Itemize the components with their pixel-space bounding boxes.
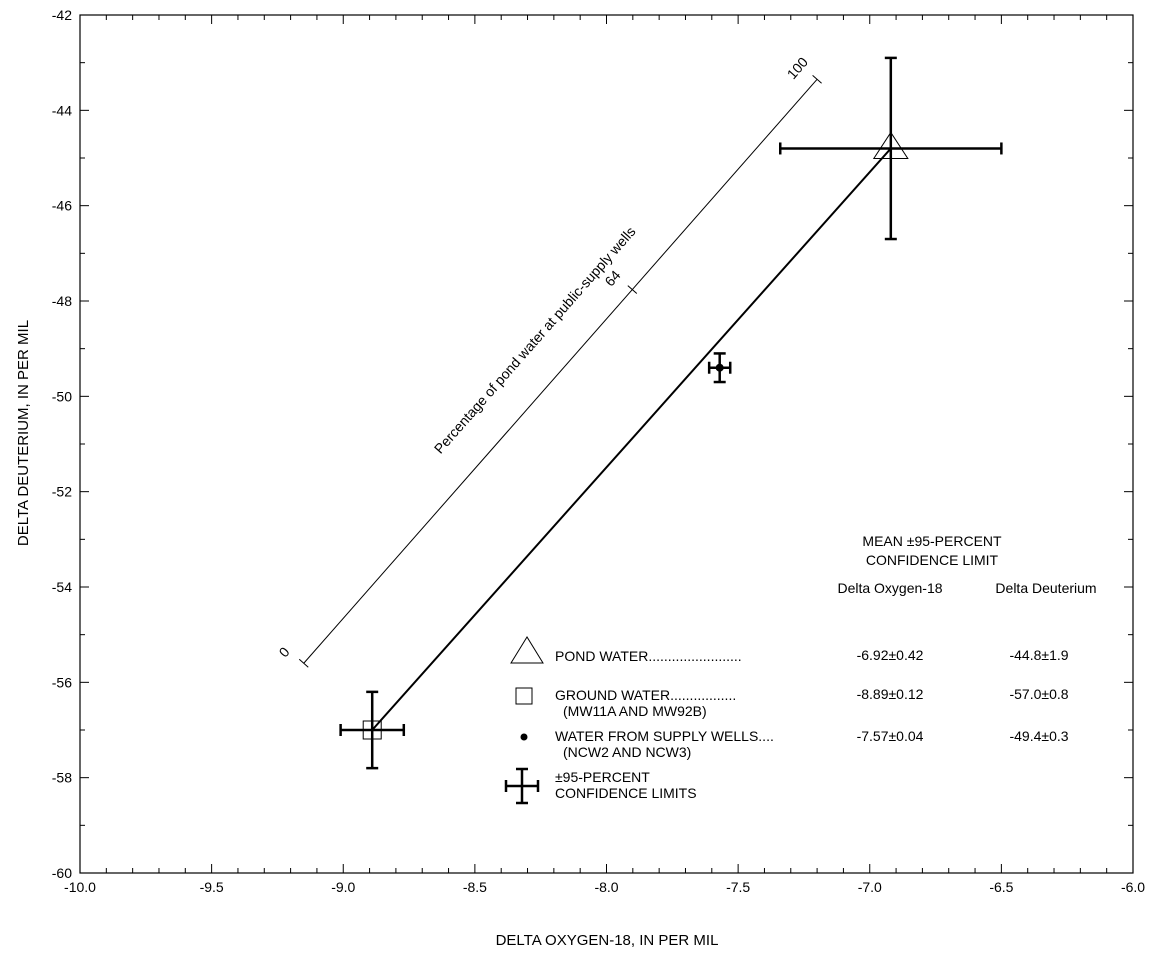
x-tick-label: -6.0 bbox=[1121, 879, 1145, 895]
y-tick-label: -44 bbox=[52, 102, 72, 118]
legend-supply-sub: (NCW2 AND NCW3) bbox=[563, 744, 691, 760]
percentage-scale-tick bbox=[627, 285, 638, 294]
legend-triangle-icon bbox=[510, 636, 544, 664]
y-tick-label: -42 bbox=[52, 7, 72, 23]
y-tick-label: -50 bbox=[52, 388, 72, 404]
legend-errorbar-line1: ±95-PERCENT bbox=[555, 769, 650, 785]
legend-col-o18: Delta Oxygen-18 bbox=[837, 580, 942, 596]
x-tick-label: -8.0 bbox=[594, 879, 618, 895]
percentage-scale-tick bbox=[298, 658, 309, 668]
legend: MEAN ±95-PERCENT CONFIDENCE LIMIT Delta … bbox=[504, 533, 1097, 805]
legend-supply-o18: -7.57±0.04 bbox=[857, 728, 924, 744]
supply-point bbox=[707, 352, 732, 384]
supply-marker-dot-icon bbox=[715, 363, 724, 372]
x-axis-title: DELTA OXYGEN-18, IN PER MIL bbox=[496, 932, 719, 949]
percentage-scale-mark-label: 100 bbox=[784, 54, 812, 82]
legend-header-line1: MEAN ±95-PERCENT bbox=[862, 533, 1002, 549]
axes: -10.0 -9.5 -9.0 -8.5 -8.0 -7.5 -7.0 -6.5 -6.0 -42… bbox=[52, 7, 1146, 895]
legend-supply-dd: -49.4±0.3 bbox=[1009, 728, 1068, 744]
pond-marker-triangle-icon bbox=[872, 131, 909, 159]
x-tick-label: -7.0 bbox=[858, 879, 882, 895]
x-tick-label: -8.5 bbox=[463, 879, 487, 895]
pond-point bbox=[778, 56, 1003, 241]
legend-ground-dd: -57.0±0.8 bbox=[1009, 686, 1068, 702]
legend-pond-dd: -44.8±1.9 bbox=[1009, 647, 1068, 663]
y-tick-label: -54 bbox=[52, 579, 72, 595]
y-tick-label: -48 bbox=[52, 293, 72, 309]
y-tick-label: -46 bbox=[52, 198, 72, 214]
legend-errorbar-icon bbox=[504, 767, 540, 805]
x-tick-label: -9.5 bbox=[200, 879, 224, 895]
legend-supply-label: WATER FROM SUPPLY WELLS.... bbox=[555, 728, 774, 744]
y-tick-label: -52 bbox=[52, 484, 72, 500]
legend-square-icon bbox=[515, 687, 533, 705]
legend-ground-label: GROUND WATER................. bbox=[555, 687, 736, 703]
percentage-scale-line bbox=[303, 79, 818, 664]
x-tick-label: -9.0 bbox=[331, 879, 355, 895]
y-tick-label: -58 bbox=[52, 770, 72, 786]
legend-errorbar-line2: CONFIDENCE LIMITS bbox=[555, 785, 697, 801]
ground-marker-square-icon bbox=[362, 720, 382, 740]
legend-dot-icon bbox=[520, 733, 528, 741]
y-axis-title: DELTA DEUTERIUM, IN PER MIL bbox=[15, 320, 32, 546]
percentage-scale-mark-label: 0 bbox=[275, 644, 292, 661]
legend-pond-o18: -6.92±0.42 bbox=[857, 647, 924, 663]
x-tick-label: -6.5 bbox=[989, 879, 1013, 895]
y-tick-label: -56 bbox=[52, 674, 72, 690]
legend-ground-sub: (MW11A AND MW92B) bbox=[563, 703, 707, 719]
legend-pond-label: POND WATER........................ bbox=[555, 648, 742, 664]
percentage-scale-label: Percentage of pond water at public-suppl… bbox=[431, 223, 639, 456]
legend-ground-o18: -8.89±0.12 bbox=[857, 686, 924, 702]
percentage-scale-tick bbox=[812, 75, 822, 84]
mixing-line bbox=[371, 147, 892, 731]
x-tick-label: -10.0 bbox=[64, 879, 96, 895]
ground-point bbox=[339, 690, 406, 770]
data-series bbox=[339, 56, 1003, 770]
y-tick-label: -60 bbox=[52, 865, 72, 881]
legend-col-dd: Delta Deuterium bbox=[995, 580, 1096, 596]
x-tick-label: -7.5 bbox=[726, 879, 750, 895]
percentage-scale: Percentage of pond water at public-suppl… bbox=[275, 54, 822, 668]
legend-header-line2: CONFIDENCE LIMIT bbox=[866, 552, 999, 568]
